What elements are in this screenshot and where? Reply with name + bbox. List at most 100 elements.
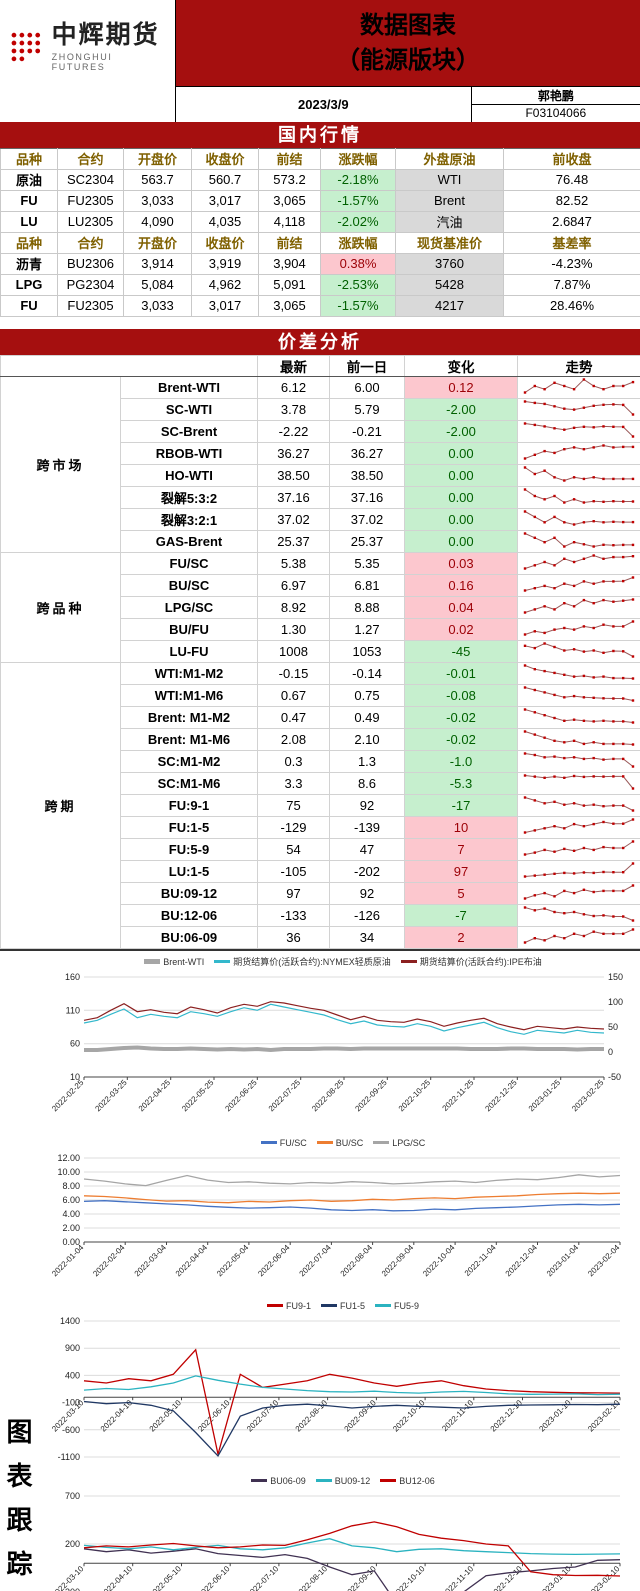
data-cell: 3,904 [258,252,321,275]
spread-name: SC-Brent [120,419,258,443]
latest-value: 38.50 [257,463,330,487]
spread-row: 裂解5:3:2 37.16 37.16 0.00 [1,485,640,509]
svg-text:2022-04-10: 2022-04-10 [99,1563,135,1591]
ratio-chart-legend: FU/SC BU/SC LPG/SC [46,1136,640,1150]
svg-text:2023-02-04: 2023-02-04 [586,1242,622,1278]
svg-text:2022-04-04: 2022-04-04 [174,1242,210,1278]
spread-name: Brent: M1-M6 [120,727,258,751]
spread-name: HO-WTI [120,463,258,487]
latest-value: -105 [257,859,330,883]
latest-value: 3.3 [257,771,330,795]
svg-text:2023-01-10: 2023-01-10 [537,1397,573,1433]
data-cell: -4.23% [503,252,640,275]
svg-text:2022-09-25: 2022-09-25 [353,1077,389,1113]
change-value: -0.08 [404,683,518,707]
svg-text:2022-09-10: 2022-09-10 [343,1397,379,1433]
data-cell: 28.46% [503,294,640,317]
data-cell: 76.48 [503,168,640,191]
trend-sparkline [517,639,640,663]
svg-text:2022-12-25: 2022-12-25 [483,1077,519,1113]
svg-text:2022-05-04: 2022-05-04 [215,1242,251,1278]
variety-cell: FU [0,294,58,317]
svg-text:2022-08-10: 2022-08-10 [294,1397,330,1433]
logo-company-name-en: ZHONGHUI FUTURES [51,51,113,72]
svg-text:2023-02-10: 2023-02-10 [586,1563,622,1591]
series-line [83,1400,621,1457]
spread-row: BU:12-06 -133 -126 -7 [1,903,640,927]
spread-name: BU:06-09 [120,925,258,949]
sparkline-plot [523,729,635,746]
column-header: 合约 [57,231,124,254]
svg-text:8.00: 8.00 [62,1181,80,1191]
svg-text:2022-12-04: 2022-12-04 [504,1242,540,1278]
sparkline-plot [523,839,635,856]
column-header: 变化 [404,354,518,377]
data-cell: -1.57% [320,294,396,317]
domestic-header-row: 品种 合约 开盘价 收盘价 前结 涨跌幅 外盘原油 前收盘 [0,147,640,170]
trend-sparkline [517,705,640,729]
change-value: 5 [404,881,518,905]
change-value: -0.02 [404,727,518,751]
trend-sparkline [517,573,640,597]
data-cell: 3,914 [123,252,192,275]
spread-header-spacer [0,354,258,377]
previous-value: 6.81 [329,573,405,597]
column-header: 最新 [257,354,330,377]
trend-sparkline [517,727,640,751]
spread-name: WTI:M1-M6 [120,683,258,707]
data-cell: 3,065 [258,294,321,317]
legend-item: FU/SC [260,1138,307,1148]
svg-text:2022-08-10: 2022-08-10 [294,1563,330,1591]
brent-wti-chart: Brent-WTI 期货结算价(活跃合约):NYMEX轻质原油 期货结算价(活跃合约… [46,955,640,1134]
spread-row: Brent: M1-M2 0.47 0.49 -0.02 [1,705,640,729]
legend-label: BU06-09 [270,1475,306,1486]
spread-name: FU:9-1 [120,793,258,817]
previous-value: 47 [329,837,405,861]
data-cell: 5,091 [258,273,321,296]
legend-swatch [214,960,231,964]
svg-text:-50: -50 [608,1072,621,1082]
report-title: 数据图表 （能源版块） [176,0,640,86]
latest-value: 1008 [257,639,330,663]
svg-text:150: 150 [608,972,623,982]
latest-value: -129 [257,815,330,839]
data-cell: -2.53% [320,273,396,296]
latest-value: 97 [257,881,330,905]
data-cell: 0.38% [320,252,396,275]
change-value: -2.00 [404,419,518,443]
trend-sparkline [517,661,640,685]
variety-cell: LU [0,210,58,233]
spread-name: BU/FU [120,617,258,641]
svg-text:60: 60 [70,1038,80,1048]
spread-name: FU:1-5 [120,815,258,839]
spread-row: FU:1-5 -129 -139 10 [1,815,640,839]
bu-spread-chart-plot: -800-3002007002022-03-102022-04-102022-0… [50,1491,622,1591]
svg-text:2022-03-10: 2022-03-10 [50,1563,86,1591]
sparkline-plot [523,663,635,680]
previous-value: 2.10 [329,727,405,751]
data-cell: PG2304 [57,273,124,296]
svg-text:2022-07-04: 2022-07-04 [298,1242,334,1278]
previous-value: 34 [329,925,405,949]
trend-sparkline [517,793,640,817]
chart-tracking-section: 图表跟踪 Brent-WTI 期货结算价(活跃合约):NYMEX轻质原油 期货结算价… [0,948,640,1591]
column-header: 收盘价 [191,147,259,170]
svg-text:2022-11-25: 2022-11-25 [441,1077,476,1112]
report-title-line2: （能源版块） [336,46,480,74]
report-header: 中辉期货 ZHONGHUI FUTURES 数据图表 （能源版块） 2023/3… [0,0,640,122]
column-header: 前收盘 [503,147,640,170]
data-cell: LU2305 [57,210,124,233]
fu-spread-chart: FU9-1 FU1-5 FU5-9 -1100 -600 -100 400 900 1400 20… [46,1299,640,1472]
latest-value: 36.27 [257,441,330,465]
data-cell: 3,033 [123,294,192,317]
change-value: -17 [404,793,518,817]
previous-value: 1.27 [329,617,405,641]
previous-value: 25.37 [329,529,405,553]
report-title-line1: 数据图表 [360,12,456,39]
analyst-id: F03104066 [525,106,587,121]
spread-name: SC-WTI [120,397,258,421]
spread-row: 跨市场 Brent-WTI 6.12 6.00 0.12 [0,375,640,553]
table-row: FU FU2305 3,033 3,017 3,065 -1.57% 4217 28.46% [0,294,640,317]
series-line [83,1520,621,1577]
